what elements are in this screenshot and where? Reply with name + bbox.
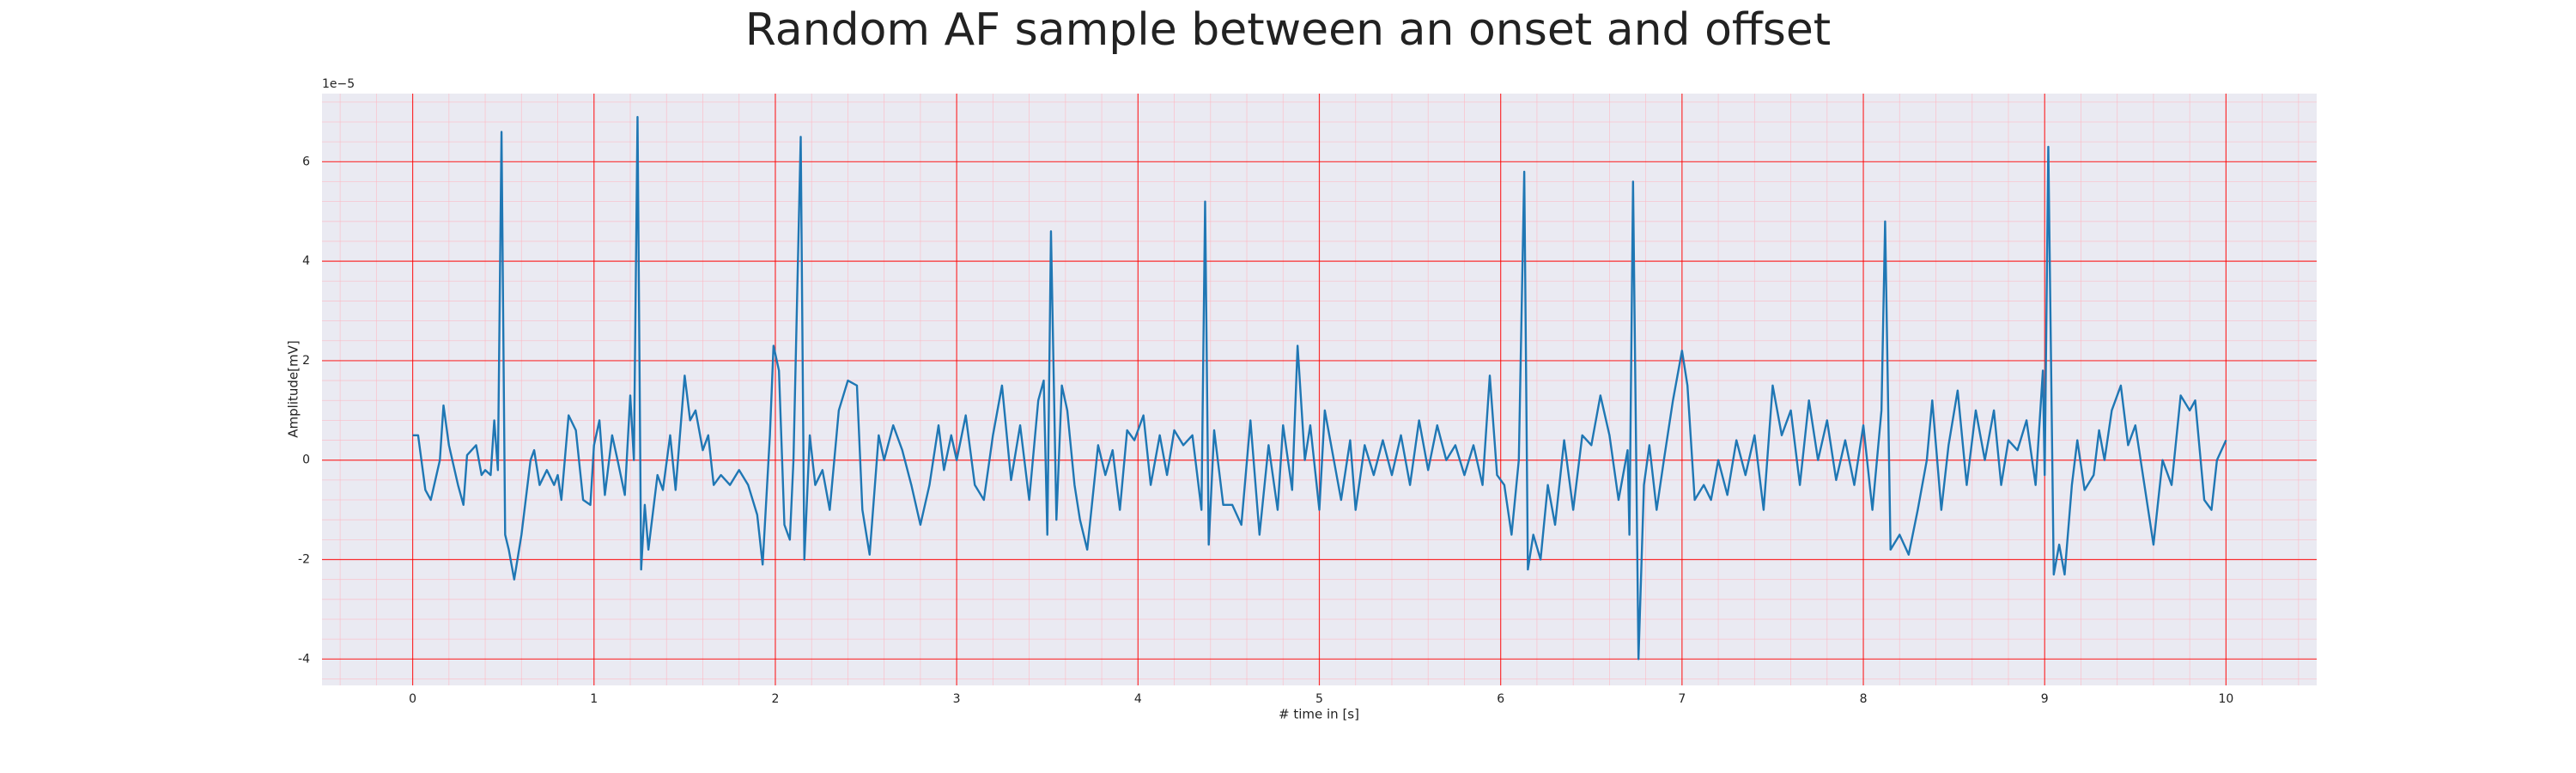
x-tick-label: 1 [590, 692, 598, 706]
x-tick-label: 10 [2218, 692, 2233, 706]
chart-title: Random AF sample between an onset and of… [745, 4, 1831, 56]
x-tick-label: 8 [1860, 692, 1868, 706]
y-tick-label: 2 [302, 354, 310, 368]
y-tick-label: 0 [302, 453, 310, 467]
x-tick-label: 9 [2041, 692, 2049, 706]
y-tick-label: -2 [298, 553, 310, 567]
x-tick-label: 5 [1315, 692, 1323, 706]
data-line [412, 116, 2227, 660]
x-tick-label: 2 [771, 692, 779, 706]
y-axis-label: Amplitude[mV] [286, 340, 301, 437]
x-tick-label: 6 [1497, 692, 1504, 706]
y-tick-label: 4 [302, 254, 310, 268]
y-offset-label: 1e−5 [322, 77, 355, 91]
x-tick-label: 4 [1134, 692, 1142, 706]
x-axis-label: # time in [s] [1279, 707, 1359, 722]
x-tick-label: 7 [1678, 692, 1686, 706]
x-tick-label: 0 [409, 692, 416, 706]
x-tick-label: 3 [953, 692, 961, 706]
y-tick-label: 6 [302, 155, 310, 168]
y-tick-label: -4 [298, 652, 310, 666]
